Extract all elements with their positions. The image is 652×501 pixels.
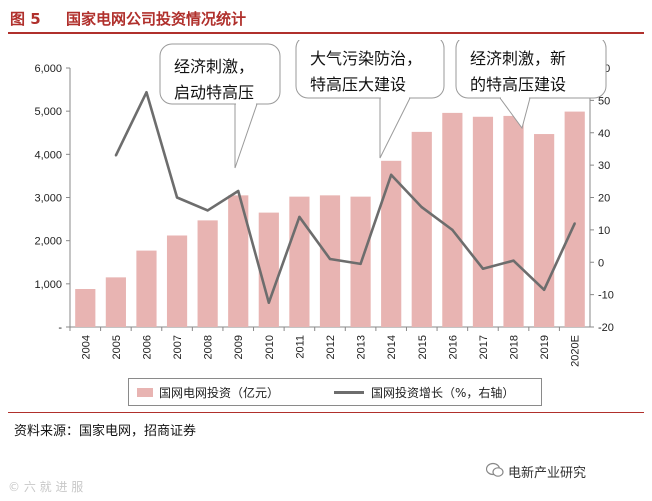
legend-line-swatch (334, 391, 364, 394)
growth-rate-point (542, 288, 546, 291)
investment-chart: - 1,000 2,000 3,000 4,000 5,000 6,000 -20 -10 0 10… (34, 40, 614, 367)
callout-pointer (234, 103, 258, 169)
investment-bar (319, 195, 341, 327)
callout-text: 的特高压建设 (470, 75, 566, 94)
callout-text: 经济刺激，新 (470, 49, 566, 68)
investment-bar (75, 289, 96, 327)
growth-rate-point (267, 301, 271, 304)
x-axis-tick-label: 2007 (172, 335, 184, 359)
investment-bar (411, 131, 432, 327)
callout-seam (381, 96, 409, 99)
x-axis-tick-label: 2011 (294, 335, 306, 359)
callout-box (295, 40, 445, 99)
investment-bar (534, 134, 555, 327)
x-axis-tick-label: 2013 (356, 335, 368, 359)
right-axis-tick-label: 40 (598, 128, 610, 140)
growth-rate-point (175, 196, 179, 199)
investment-bar (166, 235, 188, 327)
growth-rate-point (420, 206, 423, 209)
left-axis-tick-label: 1,000 (34, 279, 62, 291)
callout-text: 启动特高压 (174, 83, 254, 102)
x-axis-tick-label: 2009 (233, 335, 245, 359)
investment-bar (197, 220, 218, 327)
x-axis-tick-label: 2020E (570, 335, 582, 367)
growth-rate-point (145, 91, 148, 94)
growth-rate-point (389, 173, 393, 177)
x-axis-tick-label: 2017 (478, 335, 490, 359)
x-axis-tick-label: 2014 (386, 335, 398, 359)
investment-bar (442, 112, 463, 327)
investment-bar (228, 195, 249, 327)
x-axis-tick-label: 2006 (141, 335, 153, 359)
watermark: © 六 就 进 服 (8, 480, 84, 494)
growth-rate-point (237, 189, 240, 193)
left-axis-tick-label: - (58, 322, 62, 334)
x-axis-tick-label: 2015 (417, 335, 429, 359)
investment-bar (381, 160, 402, 327)
growth-rate-point (359, 262, 362, 266)
x-axis-tick-label: 2010 (264, 335, 276, 359)
investment-bar (564, 111, 585, 328)
x-axis-tick-label: 2016 (447, 335, 459, 359)
callout-box (455, 40, 607, 99)
x-axis-tick-label: 2019 (539, 335, 551, 359)
bottom-rule (8, 412, 644, 413)
investment-bar (258, 212, 279, 327)
legend-line-label: 国网投资增长（%，右轴） (371, 386, 515, 400)
callout-text: 大气污染防治， (310, 49, 422, 68)
investment-bar (105, 277, 126, 327)
investment-bar (503, 115, 524, 327)
right-axis-tick-label: 50 (598, 95, 610, 107)
figure-number: 图 5 (10, 10, 41, 28)
wechat-icon (486, 462, 504, 477)
growth-rate-point (298, 215, 301, 219)
left-axis-tick-label: 2,000 (34, 236, 62, 248)
growth-rate-point (573, 222, 576, 225)
right-axis-tick-label: -10 (598, 290, 614, 302)
callout-box (159, 43, 281, 105)
growth-rate-point (328, 257, 332, 261)
legend-bar-swatch (137, 388, 153, 397)
legend-bar-label: 国网电网投资（亿元） (159, 386, 280, 400)
chart-legend: 国网电网投资（亿元） 国网投资增长（%，右轴） (128, 378, 542, 406)
x-axis-tick-label: 2004 (80, 335, 92, 359)
growth-rate-point (114, 154, 118, 157)
left-axis-tick-label: 4,000 (34, 149, 62, 161)
wechat-account-name: 电新产业研究 (508, 466, 587, 481)
investment-bar (136, 250, 157, 327)
right-axis-tick-label: 30 (598, 160, 610, 172)
source-note: 资料来源：国家电网，招商证券 (14, 424, 197, 439)
growth-rate-point (451, 228, 454, 232)
right-axis-tick-label: 20 (598, 193, 610, 205)
figure-header: 图 5 国家电网公司投资情况统计 (8, 6, 644, 34)
callout-text: 特高压大建设 (310, 75, 406, 94)
callout-pointer (379, 97, 411, 159)
growth-rate-point (512, 259, 515, 262)
figure-title: 国家电网公司投资情况统计 (66, 10, 247, 28)
left-axis-tick-label: 6,000 (34, 63, 62, 75)
x-axis-tick-label: 2008 (203, 335, 215, 359)
growth-rate-point (206, 209, 209, 212)
investment-bar (472, 116, 494, 327)
x-axis-tick-label: 2005 (111, 335, 123, 359)
right-axis-tick-label: -20 (598, 322, 614, 334)
growth-rate-line (114, 90, 576, 305)
growth-rate-point (481, 267, 485, 270)
left-axis-tick-label: 3,000 (34, 193, 62, 205)
callout-text: 经济刺激， (174, 57, 254, 76)
x-axis-tick-label: 2018 (509, 335, 521, 359)
right-axis-tick-label: 10 (598, 225, 610, 237)
callout-seam (236, 102, 256, 105)
right-axis-tick-label: 0 (598, 257, 604, 269)
x-axis-tick-label: 2012 (325, 335, 337, 359)
callout-seam (501, 96, 529, 99)
left-axis-tick-label: 5,000 (34, 106, 62, 118)
